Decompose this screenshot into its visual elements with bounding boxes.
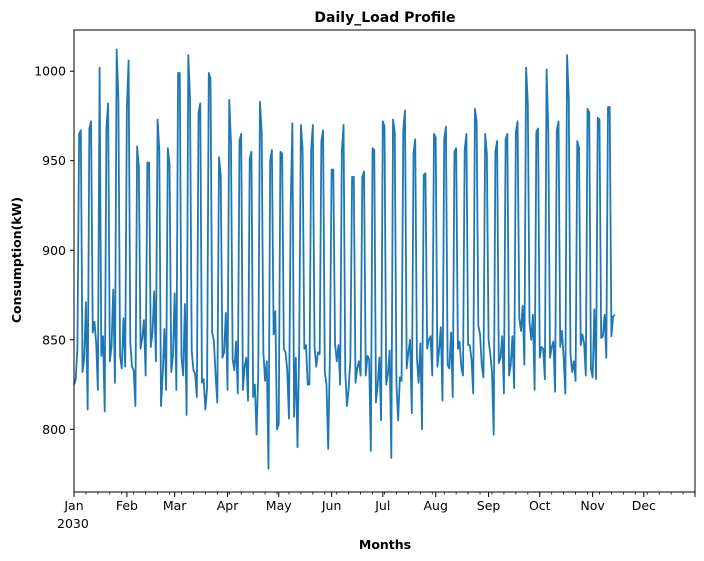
x-tick-label: Dec	[632, 498, 656, 513]
x-tick-label: May	[266, 498, 292, 513]
y-axis-label: Consumption(kW)	[9, 197, 24, 323]
x-tick-label: Feb	[116, 498, 138, 513]
y-tick-label: 850	[42, 332, 66, 347]
y-tick-label: 800	[42, 422, 66, 437]
x-tick-label: Apr	[217, 498, 239, 513]
y-tick-label: 950	[42, 153, 66, 168]
plot-frame	[73, 29, 696, 493]
x-tick-label: Nov	[580, 498, 605, 513]
x-tick-label: Oct	[529, 498, 551, 513]
x-tick-label: Jul	[374, 498, 390, 513]
series-line	[73, 48, 616, 470]
x-tick-label: Aug	[423, 498, 447, 513]
chart-title: Daily_Load Profile	[314, 10, 455, 26]
x-tick-label: Mar	[163, 498, 187, 513]
x-tick-label: Jun	[321, 498, 342, 513]
x-tick-label: Sep	[477, 498, 501, 513]
axis-ticks: 800 850 900 950 1000 Jan Feb Mar Apr May Jun Jul Aug…	[34, 64, 696, 513]
y-tick-label: 900	[42, 243, 66, 258]
x-tick-label: Jan	[63, 498, 83, 513]
plot-area	[73, 48, 616, 470]
x-axis-label: Months	[359, 537, 411, 552]
x-year-label: 2030	[57, 516, 89, 531]
y-tick-label: 1000	[34, 64, 66, 79]
